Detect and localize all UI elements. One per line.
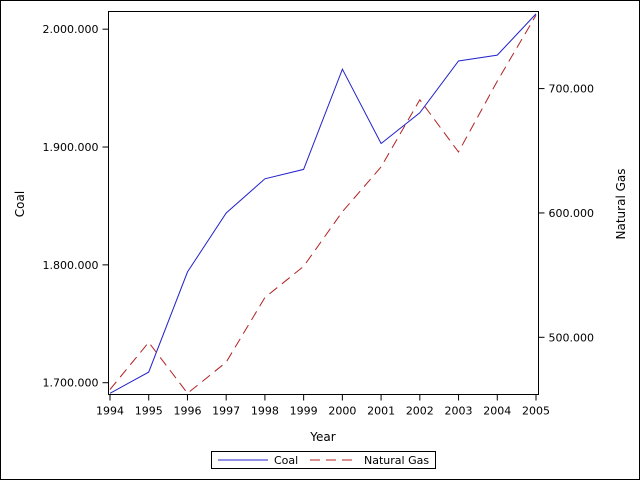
series-line-coal [109,13,537,394]
series-layer [109,13,537,395]
y-axis-left: 1.700.000 1.800.000 1.900.000 2.000.000 [43,23,109,390]
legend-label-natural-gas: Natural Gas [364,454,429,467]
x-tick-label: 2002 [406,405,434,418]
y-right-tick-label: 500.000 [549,331,595,344]
x-tick-label: 2005 [522,405,550,418]
x-tick-label: 1997 [212,405,240,418]
x-axis-title: Year [309,430,335,444]
y-axis-left-title: Coal [13,191,27,217]
x-tick-label: 1995 [135,405,163,418]
x-tick-label: 2003 [445,405,473,418]
x-tick-label: 1994 [96,405,124,418]
x-tick-label: 1999 [290,405,318,418]
x-tick-label: 2000 [328,405,356,418]
y-left-tick-label: 1.700.000 [43,377,99,390]
y-right-tick-label: 700.000 [549,83,595,96]
x-tick-label: 2001 [367,405,395,418]
x-tick-label: 2004 [483,405,511,418]
y-left-tick-label: 1.900.000 [43,141,99,154]
y-left-tick-label: 2.000.000 [43,23,99,36]
y-right-tick-label: 600.000 [549,207,595,220]
y-axis-right-title: Natural Gas [614,169,628,240]
x-axis: 1994 1995 1996 1997 1998 1999 2000 2001 2002 2003… [96,394,550,418]
plot-area-frame [108,11,539,395]
y-axis-right: 500.000 600.000 700.000 [538,83,595,344]
series-line-natural-gas [109,14,537,395]
x-tick-label: 1996 [173,405,201,418]
x-tick-label: 1998 [251,405,279,418]
legend-box [211,451,436,469]
legend-label-coal: Coal [274,454,298,467]
y-left-tick-label: 1.800.000 [43,259,99,272]
legend: Coal Natural Gas [211,451,436,469]
